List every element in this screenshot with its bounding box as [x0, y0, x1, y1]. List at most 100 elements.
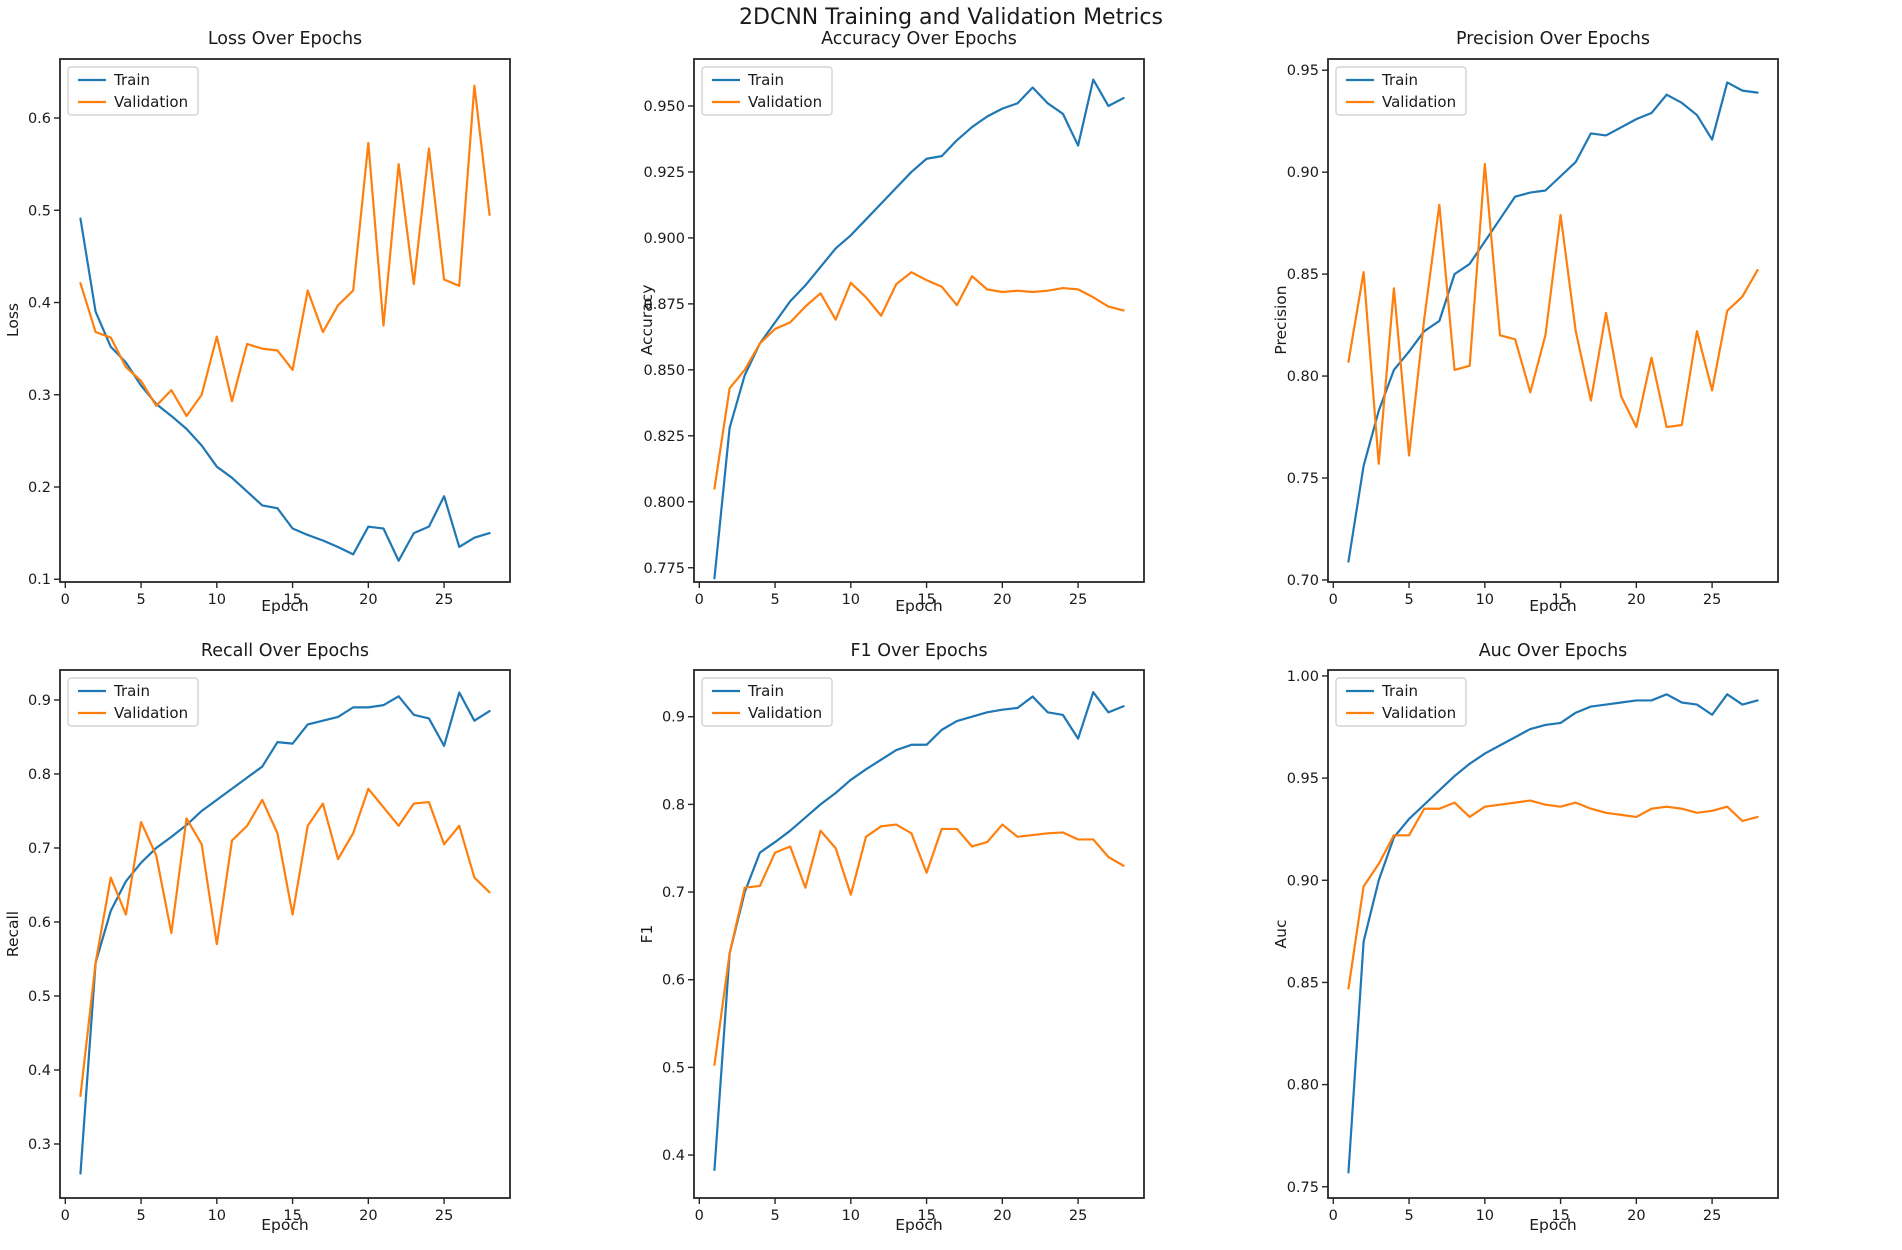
x-tick-label: 10 — [208, 1208, 226, 1224]
x-tick-label: 5 — [770, 1208, 779, 1224]
y-tick-label: 0.875 — [643, 297, 685, 313]
x-tick-label: 15 — [917, 1208, 935, 1224]
legend: Train Validation — [1335, 677, 1467, 727]
y-tick-label: 0.6 — [28, 111, 51, 127]
subplot-loss: Loss Over Epochs Loss Epoch 0.1 0.2 0.3 0.4… — [0, 0, 634, 620]
x-axis-label: Epoch — [1529, 597, 1577, 615]
y-tick-label: 0.75 — [1287, 471, 1319, 487]
y-tick-label: 0.3 — [28, 388, 51, 404]
x-axis-label: Epoch — [1529, 1216, 1577, 1234]
x-tick-label: 5 — [1404, 592, 1413, 608]
plot-title: F1 Over Epochs — [850, 641, 988, 661]
plot-title: Recall Over Epochs — [200, 641, 370, 661]
x-tick-label: 15 — [917, 592, 935, 608]
y-tick-label: 0.8 — [662, 797, 685, 813]
x-axis-label: Epoch — [895, 1216, 943, 1234]
x-tick-label: 15 — [283, 592, 301, 608]
subplot-accuracy: Accuracy Over Epochs Accuracy Epoch 0.77… — [634, 0, 1268, 620]
x-tick-label: 20 — [359, 592, 377, 608]
subplot-row-2: Recall Over Epochs Recall Epoch 0.3 0.4 0.… — [0, 620, 1902, 1250]
x-tick-label: 15 — [283, 1208, 301, 1224]
y-tick-label: 0.95 — [1287, 63, 1319, 79]
axes-spines — [1327, 58, 1779, 583]
validation-legend-label: Validation — [1382, 93, 1456, 111]
train-line — [1347, 693, 1759, 1174]
recall-chart: 0.3 0.4 0.5 0.6 0.7 0.8 0.9 0 5 10 15 20 25 Train Vali… — [28, 669, 511, 1224]
plot-title: Loss Over Epochs — [207, 29, 363, 49]
train-legend-label: Train — [747, 682, 784, 700]
x-tick-label: 25 — [435, 1208, 453, 1224]
x-tick-label: 0 — [695, 1208, 704, 1224]
x-axis-label: Epoch — [261, 597, 309, 615]
y-tick-label: 0.85 — [1287, 975, 1319, 991]
validation-line — [1347, 799, 1759, 990]
y-tick-label: 0.2 — [28, 480, 51, 496]
y-tick-label: 0.5 — [662, 1060, 685, 1076]
train-legend-label: Train — [747, 71, 784, 89]
validation-legend-label: Validation — [114, 93, 188, 111]
validation-line — [713, 271, 1125, 490]
precision-chart: 0.70 0.75 0.80 0.85 0.90 0.95 0 5 10 15 20 25 Train V… — [1287, 58, 1779, 608]
validation-line — [79, 787, 491, 1097]
train-line — [713, 78, 1125, 580]
y-tick-label: 0.4 — [28, 1063, 51, 1079]
validation-legend-label: Validation — [1382, 704, 1456, 722]
x-tick-label: 5 — [770, 592, 779, 608]
auc-chart: 0.75 0.80 0.85 0.90 0.95 1.00 0 5 10 15 20 25 Train V… — [1287, 669, 1779, 1224]
y-tick-label: 0.4 — [28, 296, 51, 312]
x-tick-label: 5 — [136, 1208, 145, 1224]
x-tick-label: 15 — [1551, 1208, 1569, 1224]
y-tick-label: 0.1 — [28, 572, 51, 588]
x-tick-label: 0 — [61, 592, 70, 608]
y-tick-label: 0.7 — [28, 841, 51, 857]
axes-spines — [59, 669, 511, 1199]
legend: Train Validation — [701, 66, 833, 116]
x-tick-label: 0 — [1329, 1208, 1338, 1224]
x-tick-label: 0 — [61, 1208, 70, 1224]
y-tick-label: 0.7 — [662, 885, 685, 901]
y-tick-label: 0.75 — [1287, 1180, 1319, 1196]
accuracy-chart: 0.775 0.800 0.825 0.850 0.875 0.900 0.925 0.950… — [643, 58, 1145, 608]
y-tick-label: 0.925 — [643, 165, 685, 181]
x-tick-label: 20 — [1627, 592, 1645, 608]
y-tick-label: 0.900 — [643, 231, 685, 247]
x-tick-label: 5 — [136, 592, 145, 608]
plot-title: Accuracy Over Epochs — [821, 29, 1017, 49]
validation-line — [713, 823, 1125, 1066]
train-line — [1347, 81, 1759, 563]
x-tick-label: 25 — [1703, 592, 1721, 608]
validation-line — [79, 84, 491, 418]
validation-legend-label: Validation — [114, 704, 188, 722]
x-tick-label: 15 — [1551, 592, 1569, 608]
train-line — [713, 691, 1125, 1172]
axes-spines — [693, 669, 1145, 1199]
y-tick-label: 0.70 — [1287, 573, 1319, 589]
f1-chart: 0.4 0.5 0.6 0.7 0.8 0.9 0 5 10 15 20 25 Train Validat… — [662, 669, 1145, 1224]
legend: Train Validation — [701, 677, 833, 727]
y-tick-label: 0.80 — [1287, 1078, 1319, 1094]
train-line — [79, 217, 491, 562]
x-tick-label: 5 — [1404, 1208, 1413, 1224]
x-tick-label: 20 — [993, 1208, 1011, 1224]
x-tick-label: 10 — [842, 592, 860, 608]
y-tick-label: 0.4 — [662, 1148, 685, 1164]
y-tick-label: 0.9 — [28, 693, 51, 709]
plot-title: Auc Over Epochs — [1478, 641, 1628, 661]
y-tick-label: 0.5 — [28, 203, 51, 219]
train-legend-label: Train — [113, 71, 150, 89]
y-tick-label: 1.00 — [1287, 669, 1319, 685]
axes-spines — [693, 58, 1145, 583]
y-tick-label: 0.850 — [643, 363, 685, 379]
validation-legend-label: Validation — [748, 93, 822, 111]
x-tick-label: 10 — [208, 592, 226, 608]
x-tick-label: 25 — [1069, 1208, 1087, 1224]
x-tick-label: 0 — [1329, 592, 1338, 608]
y-tick-label: 0.90 — [1287, 873, 1319, 889]
x-axis-label: Epoch — [261, 1216, 309, 1234]
x-tick-label: 25 — [435, 592, 453, 608]
y-tick-label: 0.95 — [1287, 771, 1319, 787]
x-tick-label: 20 — [993, 592, 1011, 608]
x-tick-label: 10 — [1476, 592, 1494, 608]
y-tick-label: 0.5 — [28, 989, 51, 1005]
